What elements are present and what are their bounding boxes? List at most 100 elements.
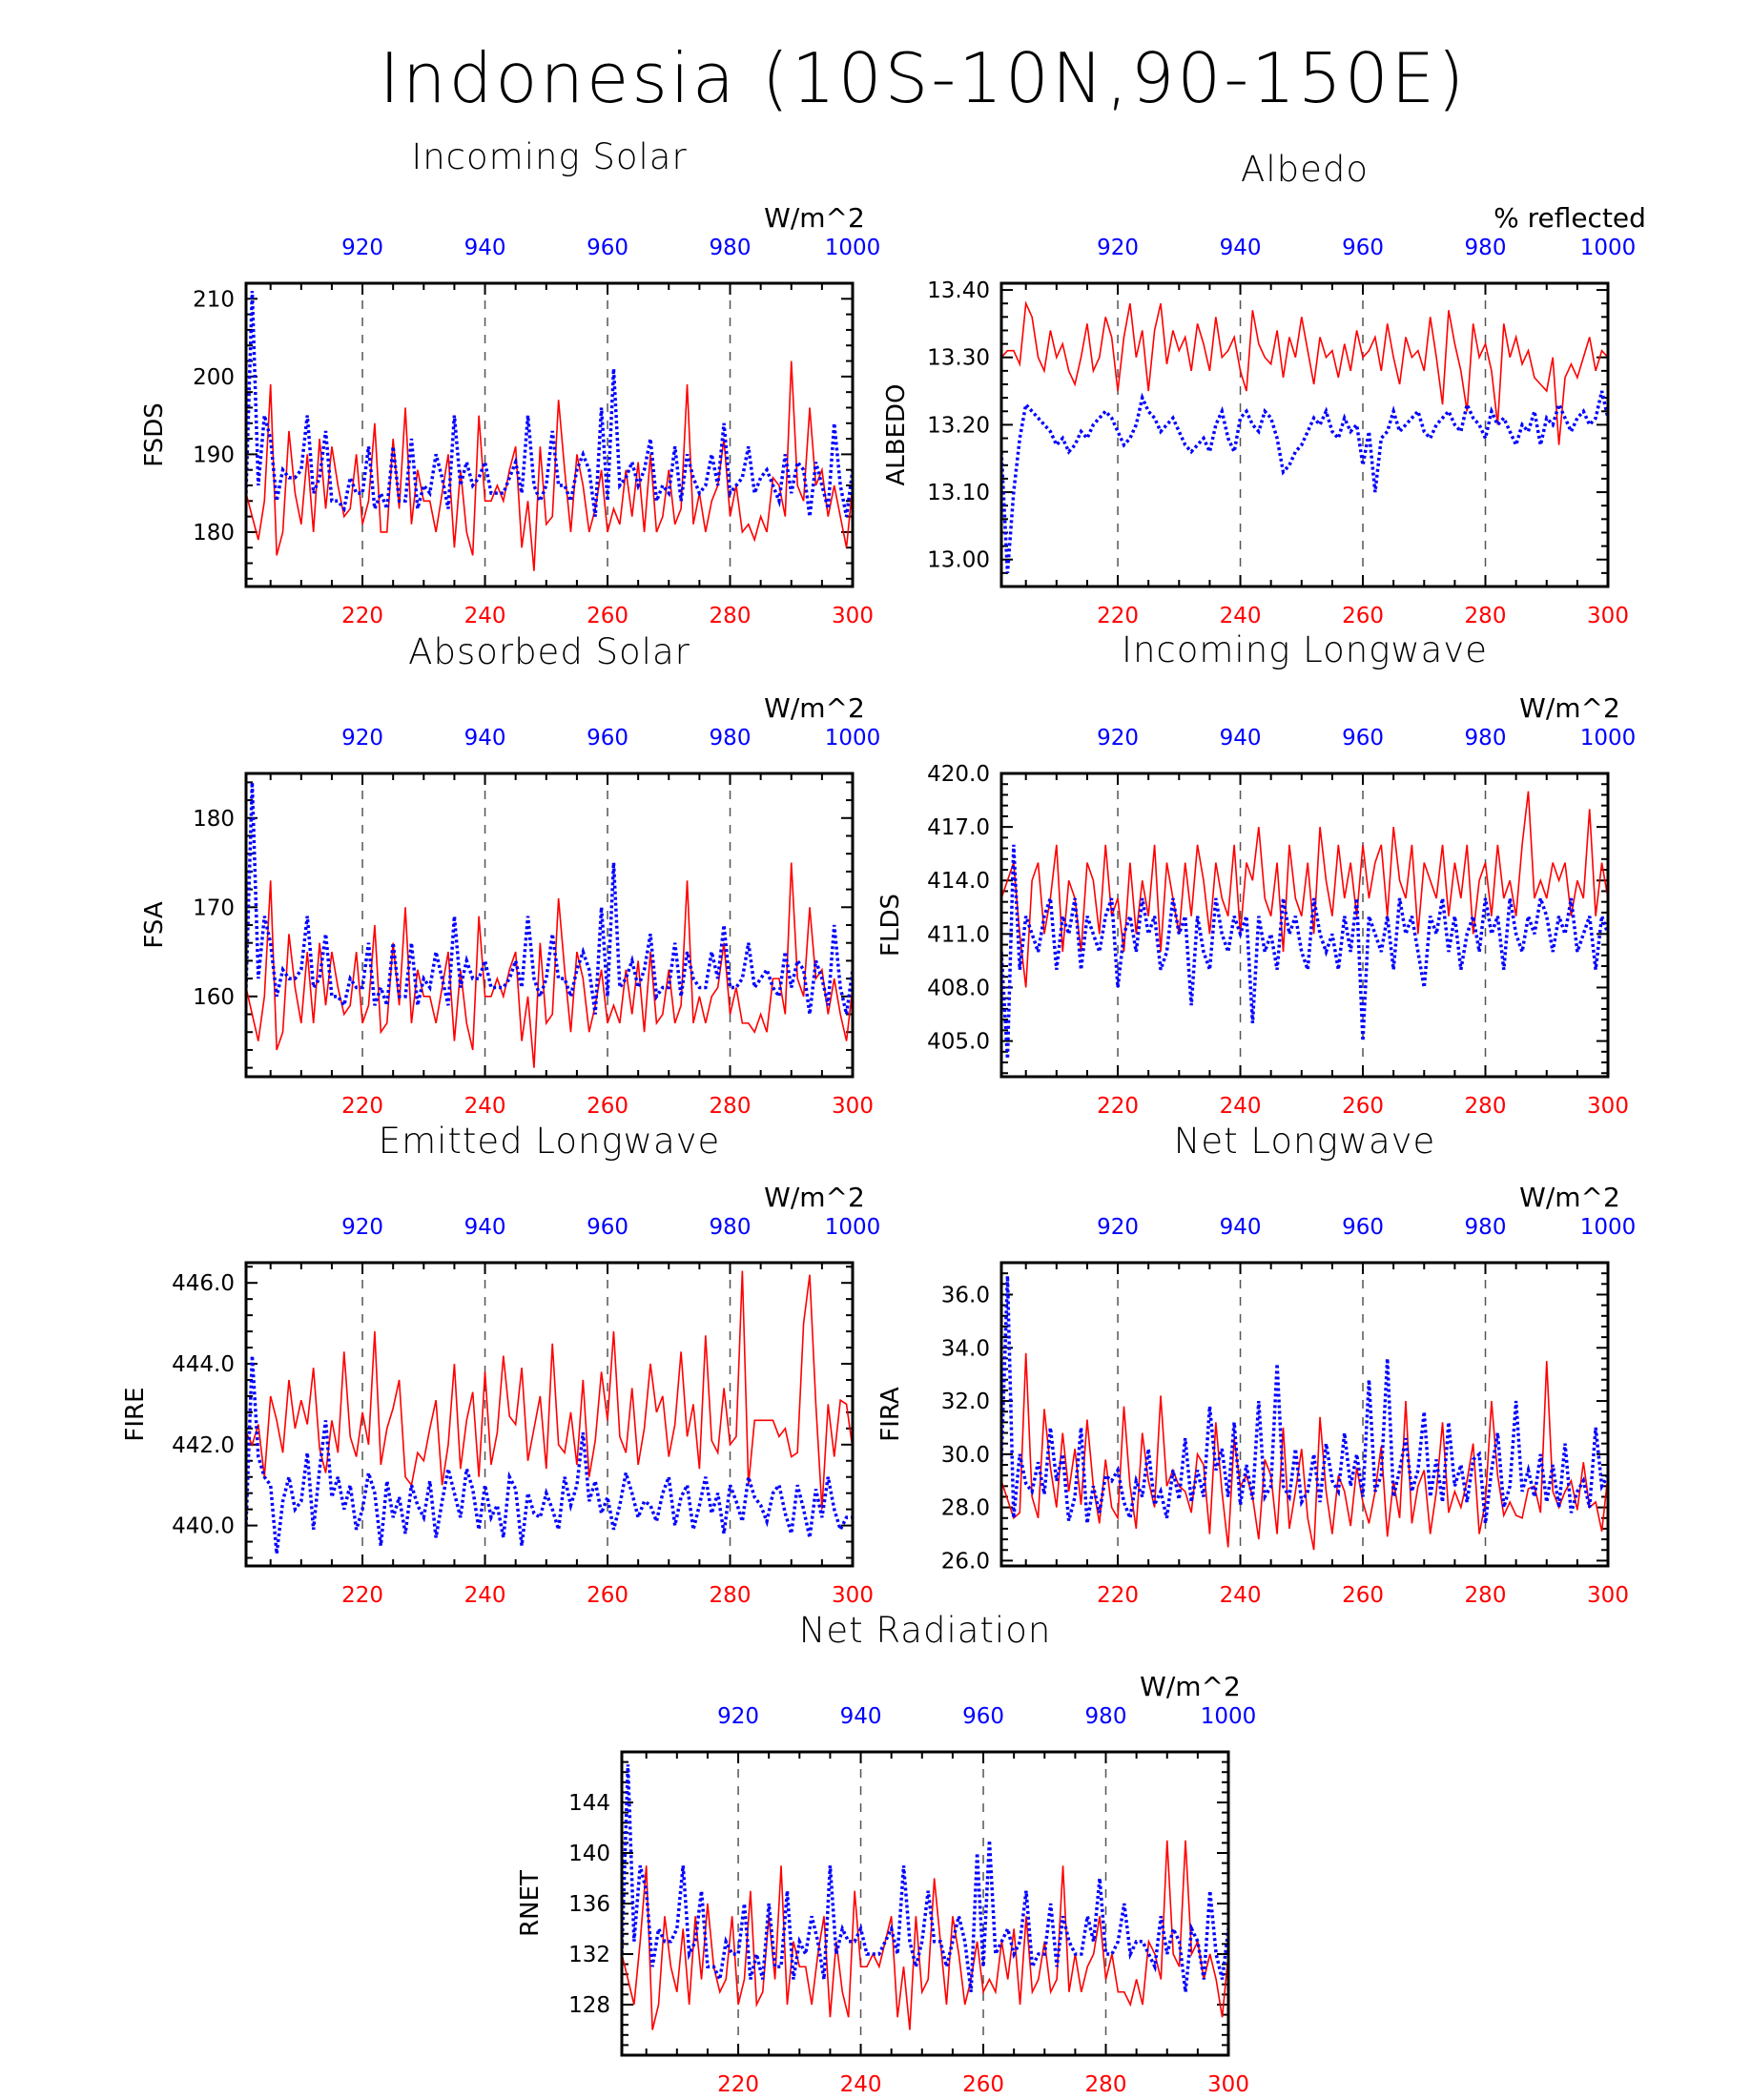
plot-frame xyxy=(999,772,1610,1079)
y-axis-label: FSA xyxy=(140,901,169,948)
x-tick-label-bottom: 220 xyxy=(1097,1094,1139,1119)
plot-frame xyxy=(999,281,1610,588)
plot-frame xyxy=(620,1750,1230,2057)
x-tick-label-bottom: 240 xyxy=(464,604,506,628)
y-tick-label: 132 xyxy=(568,1943,610,1967)
x-tick-label-top: 1000 xyxy=(1580,1215,1637,1240)
series-line-blue xyxy=(622,1764,1228,1992)
x-tick-label-bottom: 300 xyxy=(832,1094,874,1119)
chart-panel-4: Emitted Longwave W/m^2 220 240 260 280 300 920 9… xyxy=(121,1121,880,1608)
x-tick-label-bottom: 260 xyxy=(962,2072,1004,2097)
y-tick-label: 442.0 xyxy=(172,1433,235,1458)
panel-title: Incoming Solar xyxy=(411,136,687,177)
y-tick-label: 170 xyxy=(193,896,235,920)
y-tick-label: 408.0 xyxy=(927,976,990,1000)
figure-title: Indonesia (10S-10N,90-150E) xyxy=(380,38,1467,118)
y-tick-label: 30.0 xyxy=(941,1443,990,1468)
x-tick-label-bottom: 240 xyxy=(840,2072,882,2097)
panel-title: Albedo xyxy=(1241,149,1369,190)
y-tick-label: 28.0 xyxy=(941,1496,990,1521)
units-label: W/m^2 xyxy=(764,202,865,234)
plot-frame xyxy=(244,1261,855,1568)
x-tick-label-top: 920 xyxy=(1097,1215,1139,1240)
x-tick-label-top: 980 xyxy=(1465,1215,1507,1240)
x-tick-label-bottom: 280 xyxy=(710,1583,752,1608)
x-tick-label-bottom: 300 xyxy=(1587,604,1629,628)
y-tick-label: 405.0 xyxy=(927,1030,990,1055)
series-line-blue xyxy=(246,1355,853,1554)
x-tick-label-bottom: 220 xyxy=(341,604,383,628)
x-tick-label-bottom: 260 xyxy=(587,604,628,628)
y-tick-label: 444.0 xyxy=(172,1352,235,1377)
x-tick-label-top: 920 xyxy=(717,1704,759,1729)
x-tick-label-top: 1000 xyxy=(1201,1704,1257,1729)
y-tick-label: 190 xyxy=(193,443,235,467)
x-tick-label-top: 980 xyxy=(1465,726,1507,751)
x-tick-label-top: 980 xyxy=(1465,236,1507,260)
units-label: W/m^2 xyxy=(764,692,865,724)
chart-panel-0: Incoming Solar W/m^2 220 240 260 280 300 920 940… xyxy=(140,136,880,628)
y-axis-label: FIRE xyxy=(121,1387,150,1441)
y-tick-label: 446.0 xyxy=(172,1271,235,1296)
x-tick-label-top: 960 xyxy=(1342,1215,1384,1240)
y-tick-label: 420.0 xyxy=(927,762,990,787)
x-tick-label-bottom: 220 xyxy=(341,1583,383,1608)
x-tick-label-top: 940 xyxy=(1220,236,1262,260)
plot-frame xyxy=(244,281,855,588)
x-tick-label-top: 940 xyxy=(464,726,506,751)
x-tick-label-bottom: 260 xyxy=(1342,604,1384,628)
y-tick-label: 440.0 xyxy=(172,1514,235,1539)
y-tick-label: 36.0 xyxy=(941,1283,990,1307)
panel-title: Net Longwave xyxy=(1174,1121,1436,1162)
y-tick-label: 414.0 xyxy=(927,869,990,894)
x-tick-label-bottom: 280 xyxy=(1465,1583,1507,1608)
y-tick-label: 13.30 xyxy=(927,346,990,371)
x-tick-label-top: 960 xyxy=(587,1215,628,1240)
y-tick-label: 13.10 xyxy=(927,481,990,505)
y-tick-label: 32.0 xyxy=(941,1390,990,1414)
x-tick-label-top: 940 xyxy=(464,1215,506,1240)
x-tick-label-bottom: 240 xyxy=(464,1583,506,1608)
x-tick-label-bottom: 220 xyxy=(1097,604,1139,628)
series-line-blue xyxy=(246,291,853,517)
x-tick-label-top: 1000 xyxy=(1580,726,1637,751)
x-tick-label-bottom: 300 xyxy=(832,1583,874,1608)
x-tick-label-bottom: 280 xyxy=(1085,2072,1127,2097)
x-tick-label-bottom: 260 xyxy=(587,1583,628,1608)
plot-frame xyxy=(244,772,855,1079)
y-tick-label: 144 xyxy=(568,1791,610,1816)
y-axis-label: FSDS xyxy=(140,402,169,467)
series-line-blue xyxy=(246,782,853,1015)
x-tick-label-bottom: 240 xyxy=(1220,1583,1262,1608)
chart-panel-2: Absorbed Solar W/m^2 220 240 260 280 300 920 940… xyxy=(140,631,880,1119)
x-tick-label-bottom: 280 xyxy=(710,604,752,628)
series-line-red xyxy=(246,862,853,1068)
x-tick-label-top: 920 xyxy=(341,1215,383,1240)
x-tick-label-bottom: 240 xyxy=(464,1094,506,1119)
panel-title: Net Radiation xyxy=(799,1610,1052,1651)
x-tick-label-top: 940 xyxy=(464,236,506,260)
x-tick-label-bottom: 220 xyxy=(717,2072,759,2097)
y-tick-label: 13.40 xyxy=(927,278,990,303)
y-axis-label: RNET xyxy=(516,1870,545,1937)
panel-title: Absorbed Solar xyxy=(408,631,690,672)
x-tick-label-top: 940 xyxy=(1220,726,1262,751)
plot-frame xyxy=(999,1261,1610,1568)
series-line-blue xyxy=(1001,844,1608,1060)
chart-panel-1: Albedo % reflected 220 240 260 280 300 920 940 96… xyxy=(882,149,1646,628)
y-tick-label: 34.0 xyxy=(941,1336,990,1361)
series-line-red xyxy=(1001,791,1608,988)
series-line-red xyxy=(622,1840,1228,2030)
units-label: W/m^2 xyxy=(1519,692,1620,724)
panels: Incoming Solar W/m^2 220 240 260 280 300 920 940… xyxy=(121,136,1646,2097)
y-tick-label: 26.0 xyxy=(941,1549,990,1574)
y-tick-label: 128 xyxy=(568,1993,610,2018)
x-tick-label-bottom: 280 xyxy=(1465,1094,1507,1119)
x-tick-label-top: 1000 xyxy=(825,1215,881,1240)
x-tick-label-top: 960 xyxy=(1342,726,1384,751)
x-tick-label-top: 960 xyxy=(587,726,628,751)
x-tick-label-bottom: 300 xyxy=(1587,1583,1629,1608)
x-tick-label-top: 960 xyxy=(1342,236,1384,260)
x-tick-label-top: 960 xyxy=(962,1704,1004,1729)
x-tick-label-top: 920 xyxy=(341,236,383,260)
